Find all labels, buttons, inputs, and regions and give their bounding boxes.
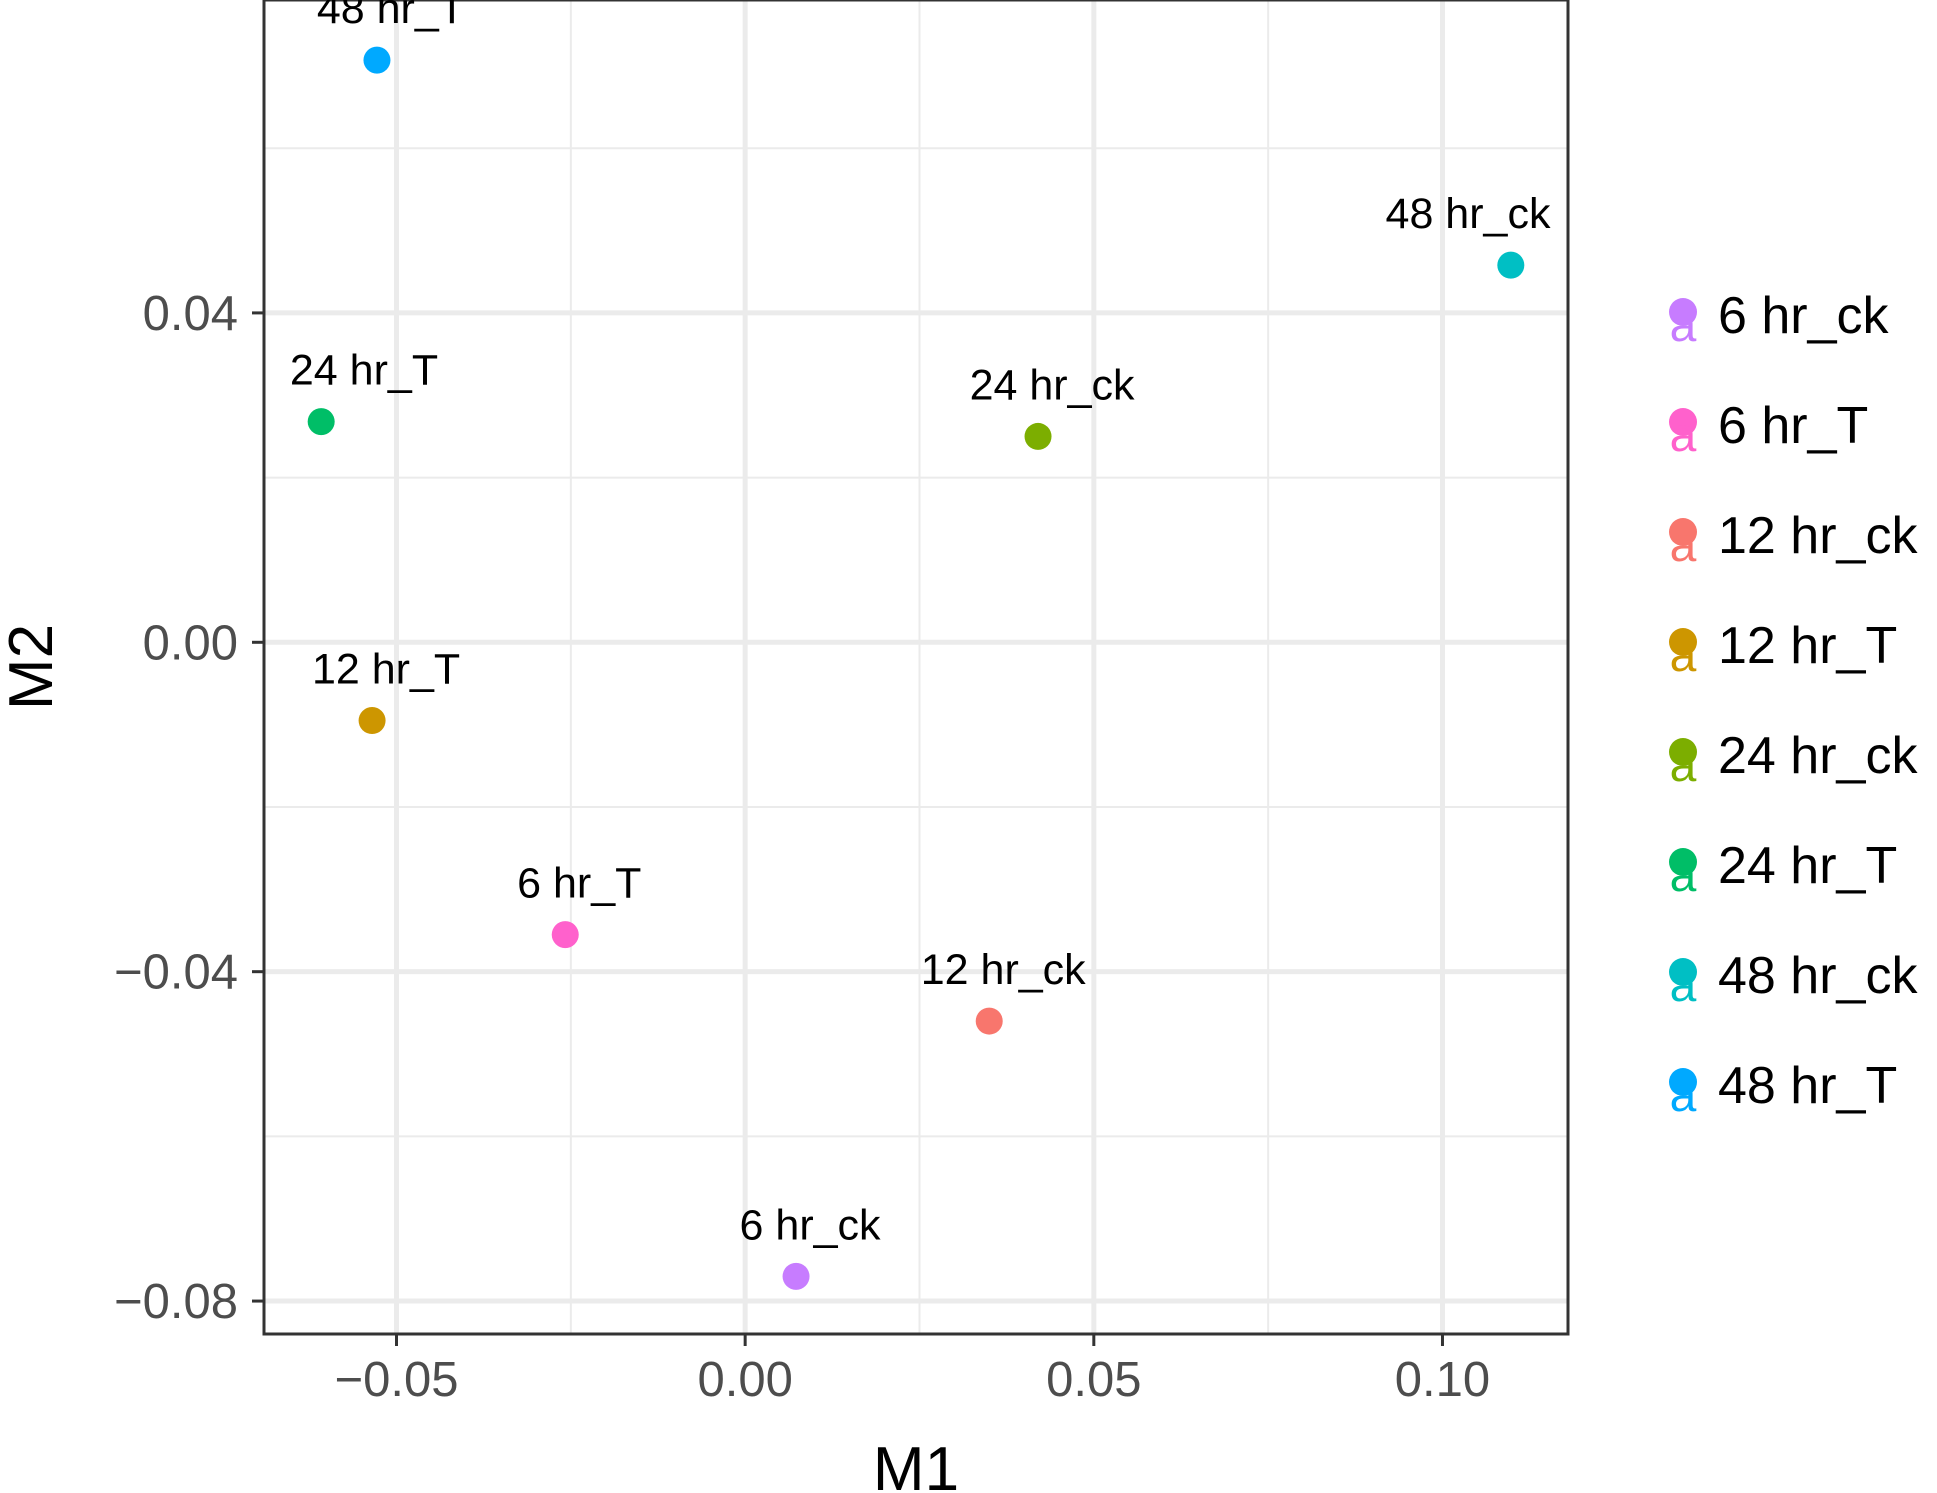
data-point: [782, 1262, 810, 1290]
legend-key-text-glyph: a: [1670, 629, 1697, 682]
plot-panel: [264, 0, 1568, 1334]
minor-grid: [264, 0, 1568, 1334]
legend-label: 6 hr_T: [1718, 397, 1868, 455]
legend-label: 12 hr_T: [1718, 617, 1897, 675]
data-point: [358, 707, 386, 735]
legend-key-point: [1669, 1068, 1697, 1096]
legend-item: a 24 hr_ck: [1669, 727, 1918, 792]
x-tick-label: 0.00: [697, 1353, 792, 1407]
legend-item: a 24 hr_T: [1669, 837, 1897, 902]
legend-item: a 48 hr_T: [1669, 1057, 1897, 1122]
point-label: 6 hr_T: [517, 860, 641, 908]
data-points: [307, 46, 1525, 1290]
legend-label: 48 hr_ck: [1718, 947, 1918, 1005]
y-tick-label: 0.04: [143, 287, 238, 341]
point-label: 48 hr_ck: [1386, 190, 1551, 238]
y-axis-title: M2: [0, 624, 66, 710]
legend-key-text-glyph: a: [1670, 849, 1697, 902]
x-tick-label: −0.05: [334, 1353, 458, 1407]
legend-item: a 12 hr_T: [1669, 617, 1897, 682]
legend-key-point: [1669, 298, 1697, 326]
legend-key-point: [1669, 848, 1697, 876]
legend-key-point: [1669, 518, 1697, 546]
y-tick-label: −0.04: [114, 946, 238, 1000]
legend-item: a 12 hr_ck: [1669, 507, 1918, 572]
legend-key-text-glyph: a: [1670, 409, 1697, 462]
point-label: 6 hr_ck: [740, 1201, 882, 1249]
legend-key-text-glyph: a: [1670, 959, 1697, 1012]
legend-key-point: [1669, 738, 1697, 766]
legend-label: 12 hr_ck: [1718, 507, 1918, 565]
data-point: [1497, 251, 1525, 279]
point-label: 24 hr_ck: [970, 361, 1135, 409]
point-label: 12 hr_T: [312, 646, 460, 694]
legend-key-point: [1669, 958, 1697, 986]
legend-label: 24 hr_ck: [1718, 727, 1918, 785]
point-label: 48 hr_T: [317, 0, 465, 33]
data-point: [975, 1007, 1003, 1035]
point-labels: 6 hr_ck 6 hr_T 12 hr_ck 12 hr_T 24 hr_ck 24 h…: [290, 0, 1551, 1249]
legend-key-text-glyph: a: [1670, 739, 1697, 792]
legend-label: 6 hr_ck: [1718, 287, 1890, 345]
legend-key-text-glyph: a: [1670, 299, 1697, 352]
data-point: [551, 921, 579, 949]
y-tick-label: −0.08: [114, 1275, 238, 1329]
x-tick-label: 0.05: [1046, 1353, 1141, 1407]
legend-key-point: [1669, 628, 1697, 656]
y-tick-label: 0.00: [143, 616, 238, 670]
legend-item: a 6 hr_T: [1669, 397, 1868, 462]
point-label: 12 hr_ck: [921, 946, 1086, 994]
data-point: [1024, 422, 1052, 450]
data-point: [307, 408, 335, 436]
x-axis: −0.05 0.00 0.05 0.10: [334, 1334, 1490, 1407]
legend-label: 24 hr_T: [1718, 837, 1897, 895]
legend-key-text-glyph: a: [1670, 1069, 1697, 1122]
x-tick-label: 0.10: [1395, 1353, 1490, 1407]
legend-item: a 48 hr_ck: [1669, 947, 1918, 1012]
plot-border: [262, 0, 1570, 1336]
y-axis: −0.08 −0.04 0.00 0.04: [114, 287, 264, 1329]
major-grid: [264, 0, 1568, 1334]
legend-key-point: [1669, 408, 1697, 436]
legend-label: 48 hr_T: [1718, 1057, 1897, 1115]
point-label: 24 hr_T: [290, 347, 438, 395]
legend-key-text-glyph: a: [1670, 519, 1697, 572]
x-axis-title: M1: [873, 1435, 959, 1493]
data-point: [363, 46, 391, 74]
legend-item: a 6 hr_ck: [1669, 287, 1890, 352]
